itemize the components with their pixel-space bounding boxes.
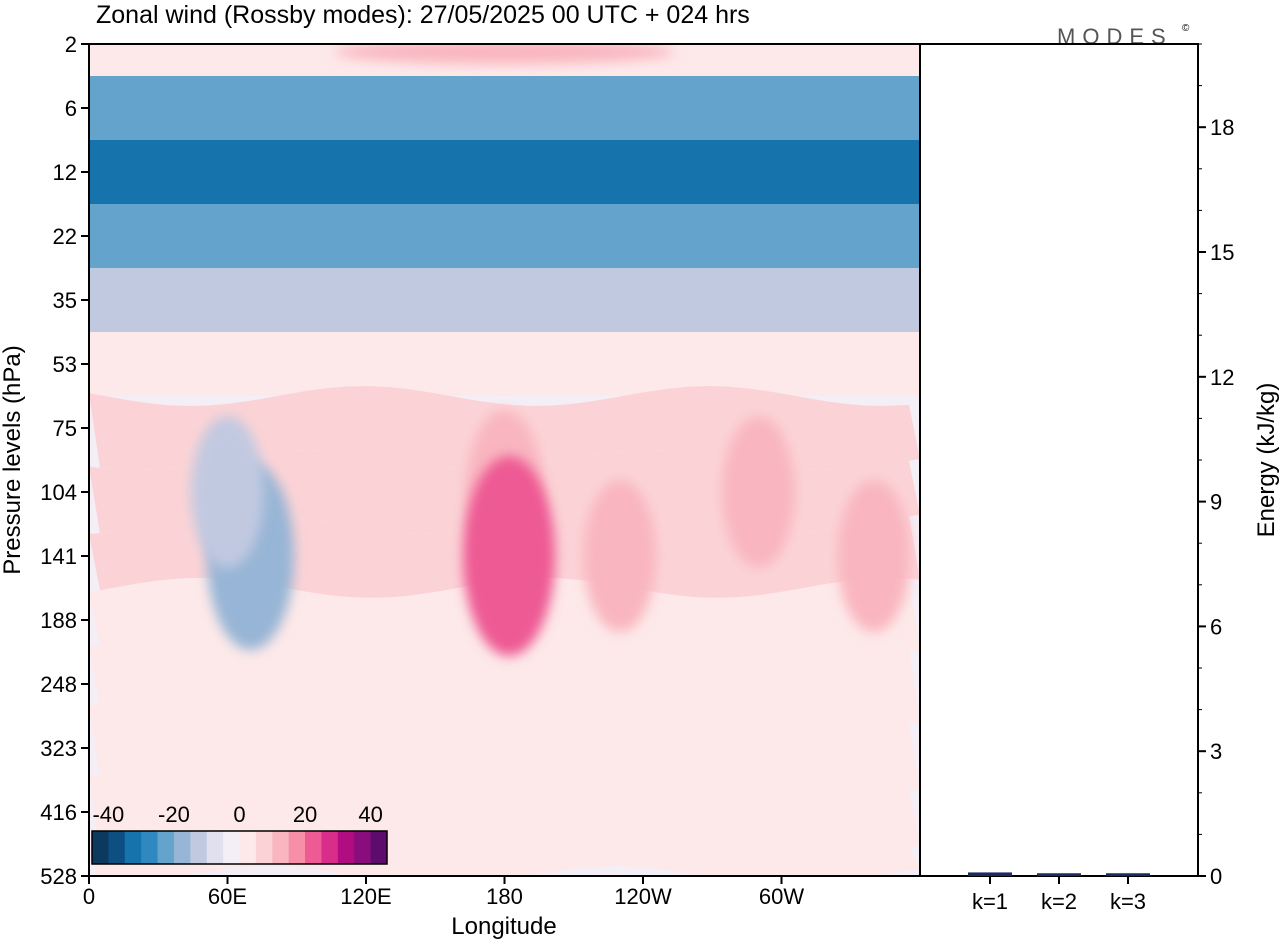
y-tick-label: 528: [40, 864, 77, 889]
band-6hPa: [89, 76, 920, 140]
colorbar-label: 40: [358, 802, 382, 827]
y-tick-label: 104: [40, 480, 77, 505]
y-tick-label: 416: [40, 800, 77, 825]
colorbar-label: -40: [92, 802, 124, 827]
colorbar-cell: [321, 831, 339, 864]
y-axis: 2 6 12 22 35 53 75 104 141 188 248 323 416 528: [40, 32, 89, 889]
feature-7: [837, 480, 911, 632]
logo-text: MODES: [1057, 24, 1173, 49]
y-tick-label: 75: [53, 416, 77, 441]
logo-mark: ©: [1182, 23, 1190, 34]
energy-tick-label: 12: [1210, 365, 1234, 390]
x-axis-label: Longitude: [451, 913, 556, 940]
x-tick-label: 180: [486, 884, 523, 909]
x-tick-label: 60W: [759, 884, 804, 909]
y-tick-label: 22: [53, 224, 77, 249]
energy-y-axis: 0 3 6 9 12 15 18: [1198, 43, 1234, 889]
band-35hPa: [89, 268, 920, 332]
x-axis: 0 60E 120E 180 120W 60W: [83, 876, 804, 909]
feature-6: [722, 416, 795, 568]
energy-tick-label: 18: [1210, 115, 1234, 140]
energy-bars: k=1 k=2 k=3: [968, 872, 1150, 914]
colorbar-cell: [288, 831, 306, 864]
energy-category-label: k=3: [1110, 889, 1146, 914]
y-tick-label: 248: [40, 672, 77, 697]
heatmap-bands: [89, 44, 920, 876]
colorbar-cell: [305, 831, 322, 864]
y-tick-label: 12: [53, 160, 77, 185]
colorbar-label: 20: [293, 802, 317, 827]
x-tick-label: 120W: [614, 884, 672, 909]
energy-bar-k=1: [968, 872, 1012, 876]
y-tick-label: 6: [65, 96, 77, 121]
y-tick-label: 35: [53, 288, 77, 313]
energy-category-label: k=2: [1041, 889, 1077, 914]
energy-tick-label: 15: [1210, 240, 1234, 265]
x-tick-label: 120E: [340, 884, 391, 909]
colorbar-cell: [173, 831, 191, 864]
modes-logo: MODES ©: [1057, 23, 1190, 49]
feature-2: [191, 416, 264, 568]
colorbar-cell: [239, 831, 257, 864]
feature-4: [463, 456, 556, 656]
feature-0: [334, 44, 675, 64]
energy-tick-label: 3: [1210, 739, 1222, 764]
y-tick-label: 141: [40, 544, 77, 569]
band-53hPa: [89, 332, 920, 396]
energy-frame: [919, 43, 1199, 877]
y-tick-label: 2: [65, 32, 77, 57]
colorbar-labels: -40 -20 0 20 40: [92, 802, 382, 827]
energy-bar-k=3: [1106, 873, 1150, 876]
x-tick-label: 0: [83, 884, 95, 909]
band-22hPa: [89, 204, 920, 268]
band-12hPa: [89, 140, 920, 204]
colorbar-cell: [354, 831, 372, 864]
energy-panel: 0 3 6 9 12 15 18 k=1 k=2 k=3 Energy (kJ/kg): [919, 43, 1280, 914]
feature-5: [583, 480, 657, 632]
colorbar-frame: [91, 830, 388, 865]
y-axis-label: Pressure levels (hPa): [0, 345, 26, 574]
colorbar-cell: [141, 831, 159, 864]
energy-tick-label: 0: [1210, 864, 1222, 889]
colorbar-cells: [92, 831, 388, 864]
y-tick-label: 323: [40, 736, 77, 761]
y-tick-label: 188: [40, 608, 77, 633]
y-tick-label: 53: [53, 352, 77, 377]
energy-bar-k=2: [1037, 873, 1081, 876]
chart-title: Zonal wind (Rossby modes): 27/05/2025 00…: [96, 1, 750, 29]
colorbar-cell: [206, 831, 224, 864]
colorbar-cell: [190, 831, 208, 864]
colorbar-label: 0: [233, 802, 245, 827]
energy-tick-label: 6: [1210, 614, 1222, 639]
colorbar-cell: [92, 831, 109, 864]
x-tick-label: 60E: [208, 884, 247, 909]
band-248hPa: [89, 642, 920, 726]
energy-tick-label: 9: [1210, 490, 1222, 515]
colorbar-label: -20: [158, 802, 190, 827]
colorbar-cell: [223, 831, 240, 864]
energy-axis-label: Energy (kJ/kg): [1253, 383, 1280, 538]
colorbar-cell: [272, 831, 290, 864]
colorbar-cell: [157, 831, 175, 864]
heatmap-features: [191, 44, 911, 656]
energy-category-label: k=1: [972, 889, 1008, 914]
colorbar-cell: [370, 831, 388, 864]
heatmap-panel: 2 6 12 22 35 53 75 104 141 188 248 323 416 528 0 60E 12…: [0, 32, 921, 940]
colorbar-cell: [337, 831, 355, 864]
colorbar-cell: [108, 831, 126, 864]
colorbar-cell: [124, 831, 142, 864]
colorbar: -40 -20 0 20 40: [91, 802, 388, 865]
colorbar-cell: [255, 831, 273, 864]
band-323hPa: [89, 706, 920, 790]
